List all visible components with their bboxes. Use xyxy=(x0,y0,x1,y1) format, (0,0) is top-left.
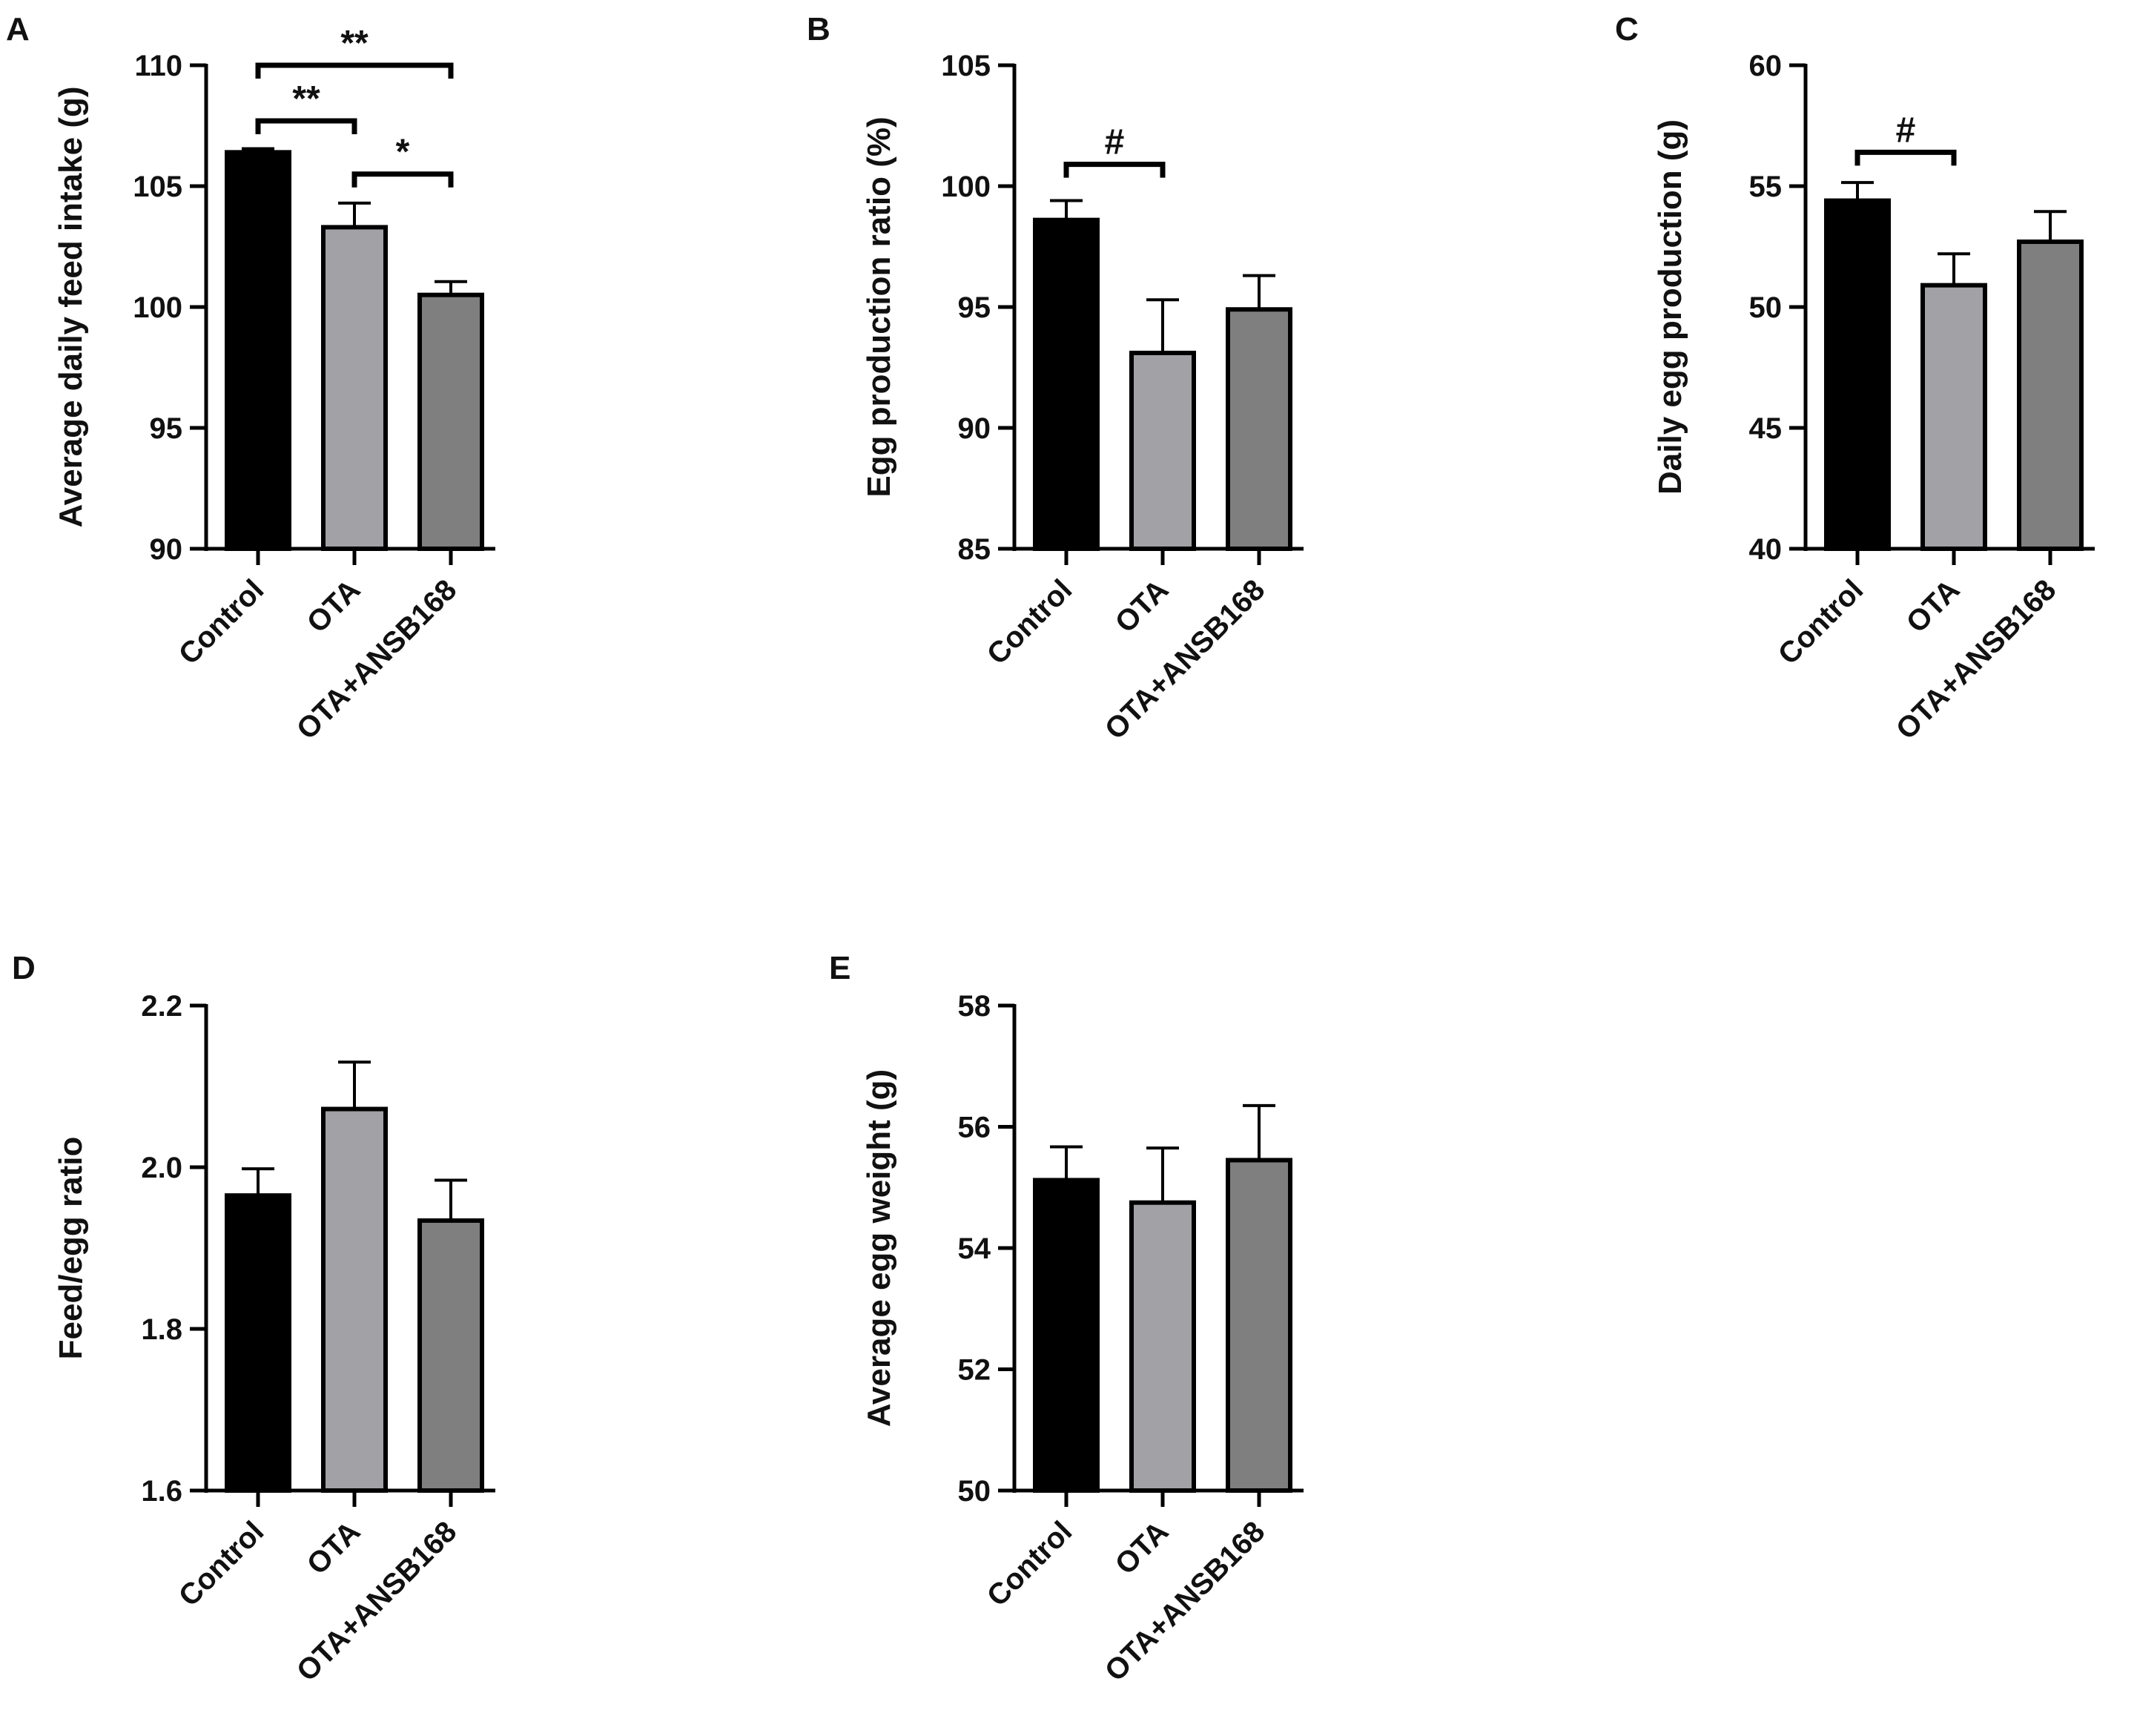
panel-a-y-tick-label: 110 xyxy=(134,50,182,82)
panel-a-y-tick-label: 90 xyxy=(150,533,183,566)
panel-a-bar-ota-ansb168 xyxy=(417,292,484,551)
panel-b-category-label: OTA xyxy=(1109,573,1175,639)
panel-b-bar-ota xyxy=(1129,350,1196,551)
panel-e-category-label: OTA+ANSB168 xyxy=(1099,1515,1272,1688)
panel-c-letter: C xyxy=(1615,11,1639,47)
panel-d-category-label: OTA xyxy=(301,1515,367,1581)
panel-d-bar-control xyxy=(225,1193,291,1494)
panel-b-y-tick-label: 95 xyxy=(958,291,991,324)
panel-a-y-tick-label: 105 xyxy=(133,171,182,203)
panel-d-letter: D xyxy=(12,950,36,986)
panel-c-bar-ota xyxy=(1920,283,1987,551)
panel-b-category-label: Control xyxy=(981,573,1079,671)
panel-c-significance-label: # xyxy=(1896,110,1916,150)
panel-d: D 1.6 1.8 2.0 2.2 Feed/egg ratio Control OTAOT… xyxy=(12,950,495,1688)
panel-a: A 90 95 100 105 110 Average daily feed intake… xyxy=(6,11,495,746)
panel-c-y-tick-label: 45 xyxy=(1749,412,1783,445)
panel-e-bar-control xyxy=(1033,1178,1100,1493)
panel-e-y-tick-label: 52 xyxy=(958,1354,991,1387)
panel-b-letter: B xyxy=(807,11,830,47)
panel-d-y-tick-label: 1.6 xyxy=(141,1475,182,1508)
panel-d-bar-ota xyxy=(321,1106,388,1493)
panel-b: B 85 90 95 100 105 Egg production ratio (%) Co… xyxy=(807,11,1304,746)
panel-a-y-tick-label: 95 xyxy=(150,412,183,445)
panel-c-category-label: OTA xyxy=(1900,573,1966,639)
panel-e: E 50 52 54 56 58 Average egg weight (g) Contro… xyxy=(829,950,1304,1688)
panel-d-bar-ota-ansb168 xyxy=(417,1218,484,1493)
panel-b-bar-control xyxy=(1033,217,1100,551)
panel-c: C 40 45 50 55 60 Daily egg production (g) Cont… xyxy=(1615,11,2095,746)
panel-c-y-tick-label: 55 xyxy=(1749,171,1783,203)
panel-e-bar-ota xyxy=(1129,1200,1196,1493)
panel-b-significance-label: # xyxy=(1105,123,1125,162)
panel-a-y-axis-title: Average daily feed intake (g) xyxy=(53,86,89,527)
panel-c-y-axis-title: Daily egg production (g) xyxy=(1652,119,1688,495)
panel-e-bar-ota-ansb168 xyxy=(1226,1158,1292,1494)
panel-a-category-label: Control xyxy=(173,573,271,671)
panel-c-y-tick-label: 50 xyxy=(1749,291,1783,324)
panel-b-y-tick-label: 90 xyxy=(958,412,991,445)
panel-c-bar-control xyxy=(1824,198,1891,551)
panel-a-significance-bracket xyxy=(255,62,454,79)
panel-e-y-axis-title: Average egg weight (g) xyxy=(861,1069,897,1427)
panel-a-letter: A xyxy=(6,11,30,47)
panel-d-y-tick-label: 2.0 xyxy=(141,1152,182,1184)
panel-a-bar-control xyxy=(225,150,291,552)
panel-e-y-tick-label: 54 xyxy=(958,1232,991,1265)
panel-c-bar-ota-ansb168 xyxy=(2017,239,2084,551)
panel-a-significance-bracket xyxy=(255,118,357,134)
panel-d-y-tick-label: 1.8 xyxy=(141,1313,182,1346)
panel-a-category-label: OTA+ANSB168 xyxy=(291,573,463,746)
panel-d-y-axis-title: Feed/egg ratio xyxy=(53,1137,89,1360)
panel-d-category-label: OTA+ANSB168 xyxy=(291,1515,463,1688)
panel-b-category-label: OTA+ANSB168 xyxy=(1099,573,1272,746)
panel-c-y-tick-label: 60 xyxy=(1749,50,1783,82)
panel-e-y-tick-label: 56 xyxy=(958,1112,991,1144)
panel-a-category-label: OTA xyxy=(301,573,367,639)
panel-a-significance-label: * xyxy=(396,133,410,172)
panel-b-y-tick-label: 105 xyxy=(941,50,991,82)
panel-b-y-tick-label: 85 xyxy=(958,533,991,566)
panel-a-significance-bracket xyxy=(351,171,454,188)
panel-e-category-label: OTA xyxy=(1109,1515,1175,1581)
panel-e-y-tick-label: 58 xyxy=(958,990,991,1023)
panel-a-bar-ota xyxy=(321,225,388,551)
panel-c-y-tick-label: 40 xyxy=(1749,533,1783,566)
panel-c-significance-bracket xyxy=(1854,149,1957,166)
panel-a-significance-label: ** xyxy=(340,24,369,63)
panel-b-significance-bracket xyxy=(1063,162,1166,178)
panel-b-y-tick-label: 100 xyxy=(941,171,991,203)
panel-a-significance-label: ** xyxy=(292,79,320,119)
panel-b-bar-ota-ansb168 xyxy=(1226,307,1292,551)
panel-e-y-tick-label: 50 xyxy=(958,1475,991,1508)
panel-d-y-tick-label: 2.2 xyxy=(141,990,182,1023)
panel-c-category-label: Control xyxy=(1772,573,1870,671)
panel-a-y-tick-label: 100 xyxy=(133,291,182,324)
panel-c-category-label: OTA+ANSB168 xyxy=(1890,573,2063,746)
panel-b-y-axis-title: Egg production ratio (%) xyxy=(861,116,897,497)
panel-e-letter: E xyxy=(829,950,850,986)
panel-d-category-label: Control xyxy=(173,1515,271,1613)
panel-e-category-label: Control xyxy=(981,1515,1079,1613)
